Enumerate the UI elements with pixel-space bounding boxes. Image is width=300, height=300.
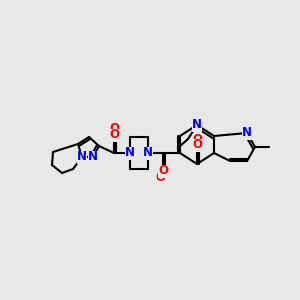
Text: O: O (192, 133, 202, 146)
Text: N: N (125, 146, 135, 160)
Text: O: O (109, 122, 119, 135)
Text: O: O (155, 171, 165, 184)
Text: N: N (143, 146, 153, 160)
Text: O: O (192, 139, 202, 152)
Text: N: N (77, 151, 87, 164)
Text: O: O (109, 128, 119, 142)
Text: N: N (242, 127, 252, 140)
Text: N: N (88, 151, 98, 164)
Text: N: N (192, 118, 202, 131)
Text: O: O (158, 164, 168, 178)
